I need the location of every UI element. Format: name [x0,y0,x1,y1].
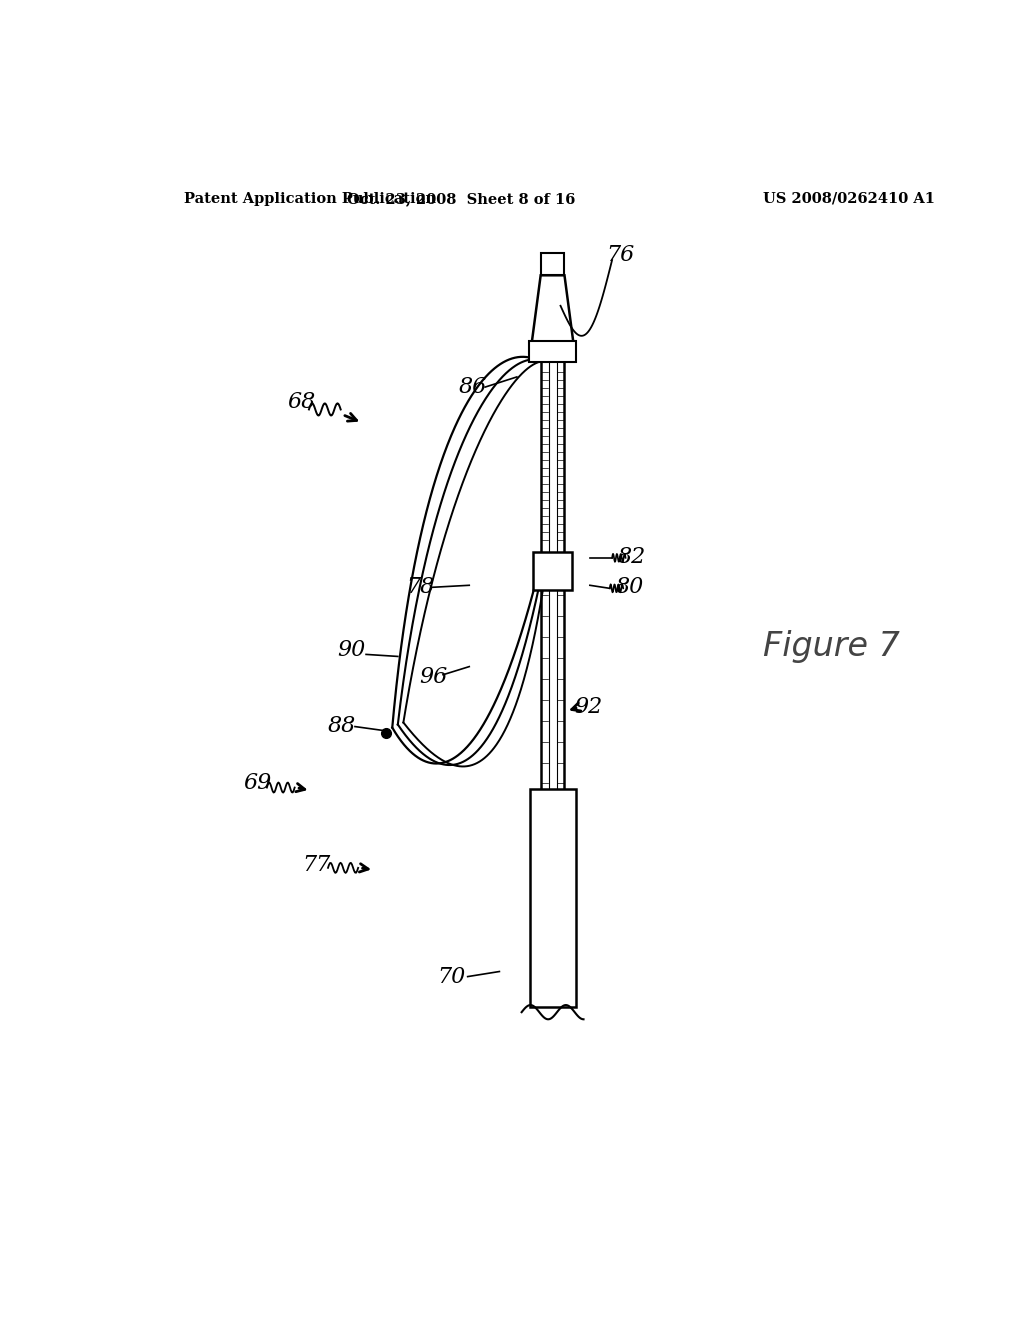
Text: 82: 82 [617,546,646,568]
Text: 90: 90 [338,639,366,661]
Bar [532,552,572,590]
Text: 68: 68 [287,391,315,413]
Text: 88: 88 [328,714,356,737]
Text: US 2008/0262410 A1: US 2008/0262410 A1 [763,191,935,206]
Text: Oct. 23, 2008  Sheet 8 of 16: Oct. 23, 2008 Sheet 8 of 16 [347,191,575,206]
Text: 77: 77 [303,854,331,875]
Text: 80: 80 [615,577,644,598]
Text: 92: 92 [574,696,602,718]
Bar [529,788,575,1007]
Text: 76: 76 [606,244,634,265]
Text: 86: 86 [459,376,487,399]
Bar [528,342,577,362]
Text: Patent Application Publication: Patent Application Publication [183,191,435,206]
Bar [541,253,564,276]
Text: 96: 96 [420,665,447,688]
Text: 70: 70 [437,966,466,987]
Text: Figure 7: Figure 7 [763,630,900,663]
Text: 78: 78 [406,577,434,598]
Text: 69: 69 [244,772,271,795]
Polygon shape [531,276,573,342]
